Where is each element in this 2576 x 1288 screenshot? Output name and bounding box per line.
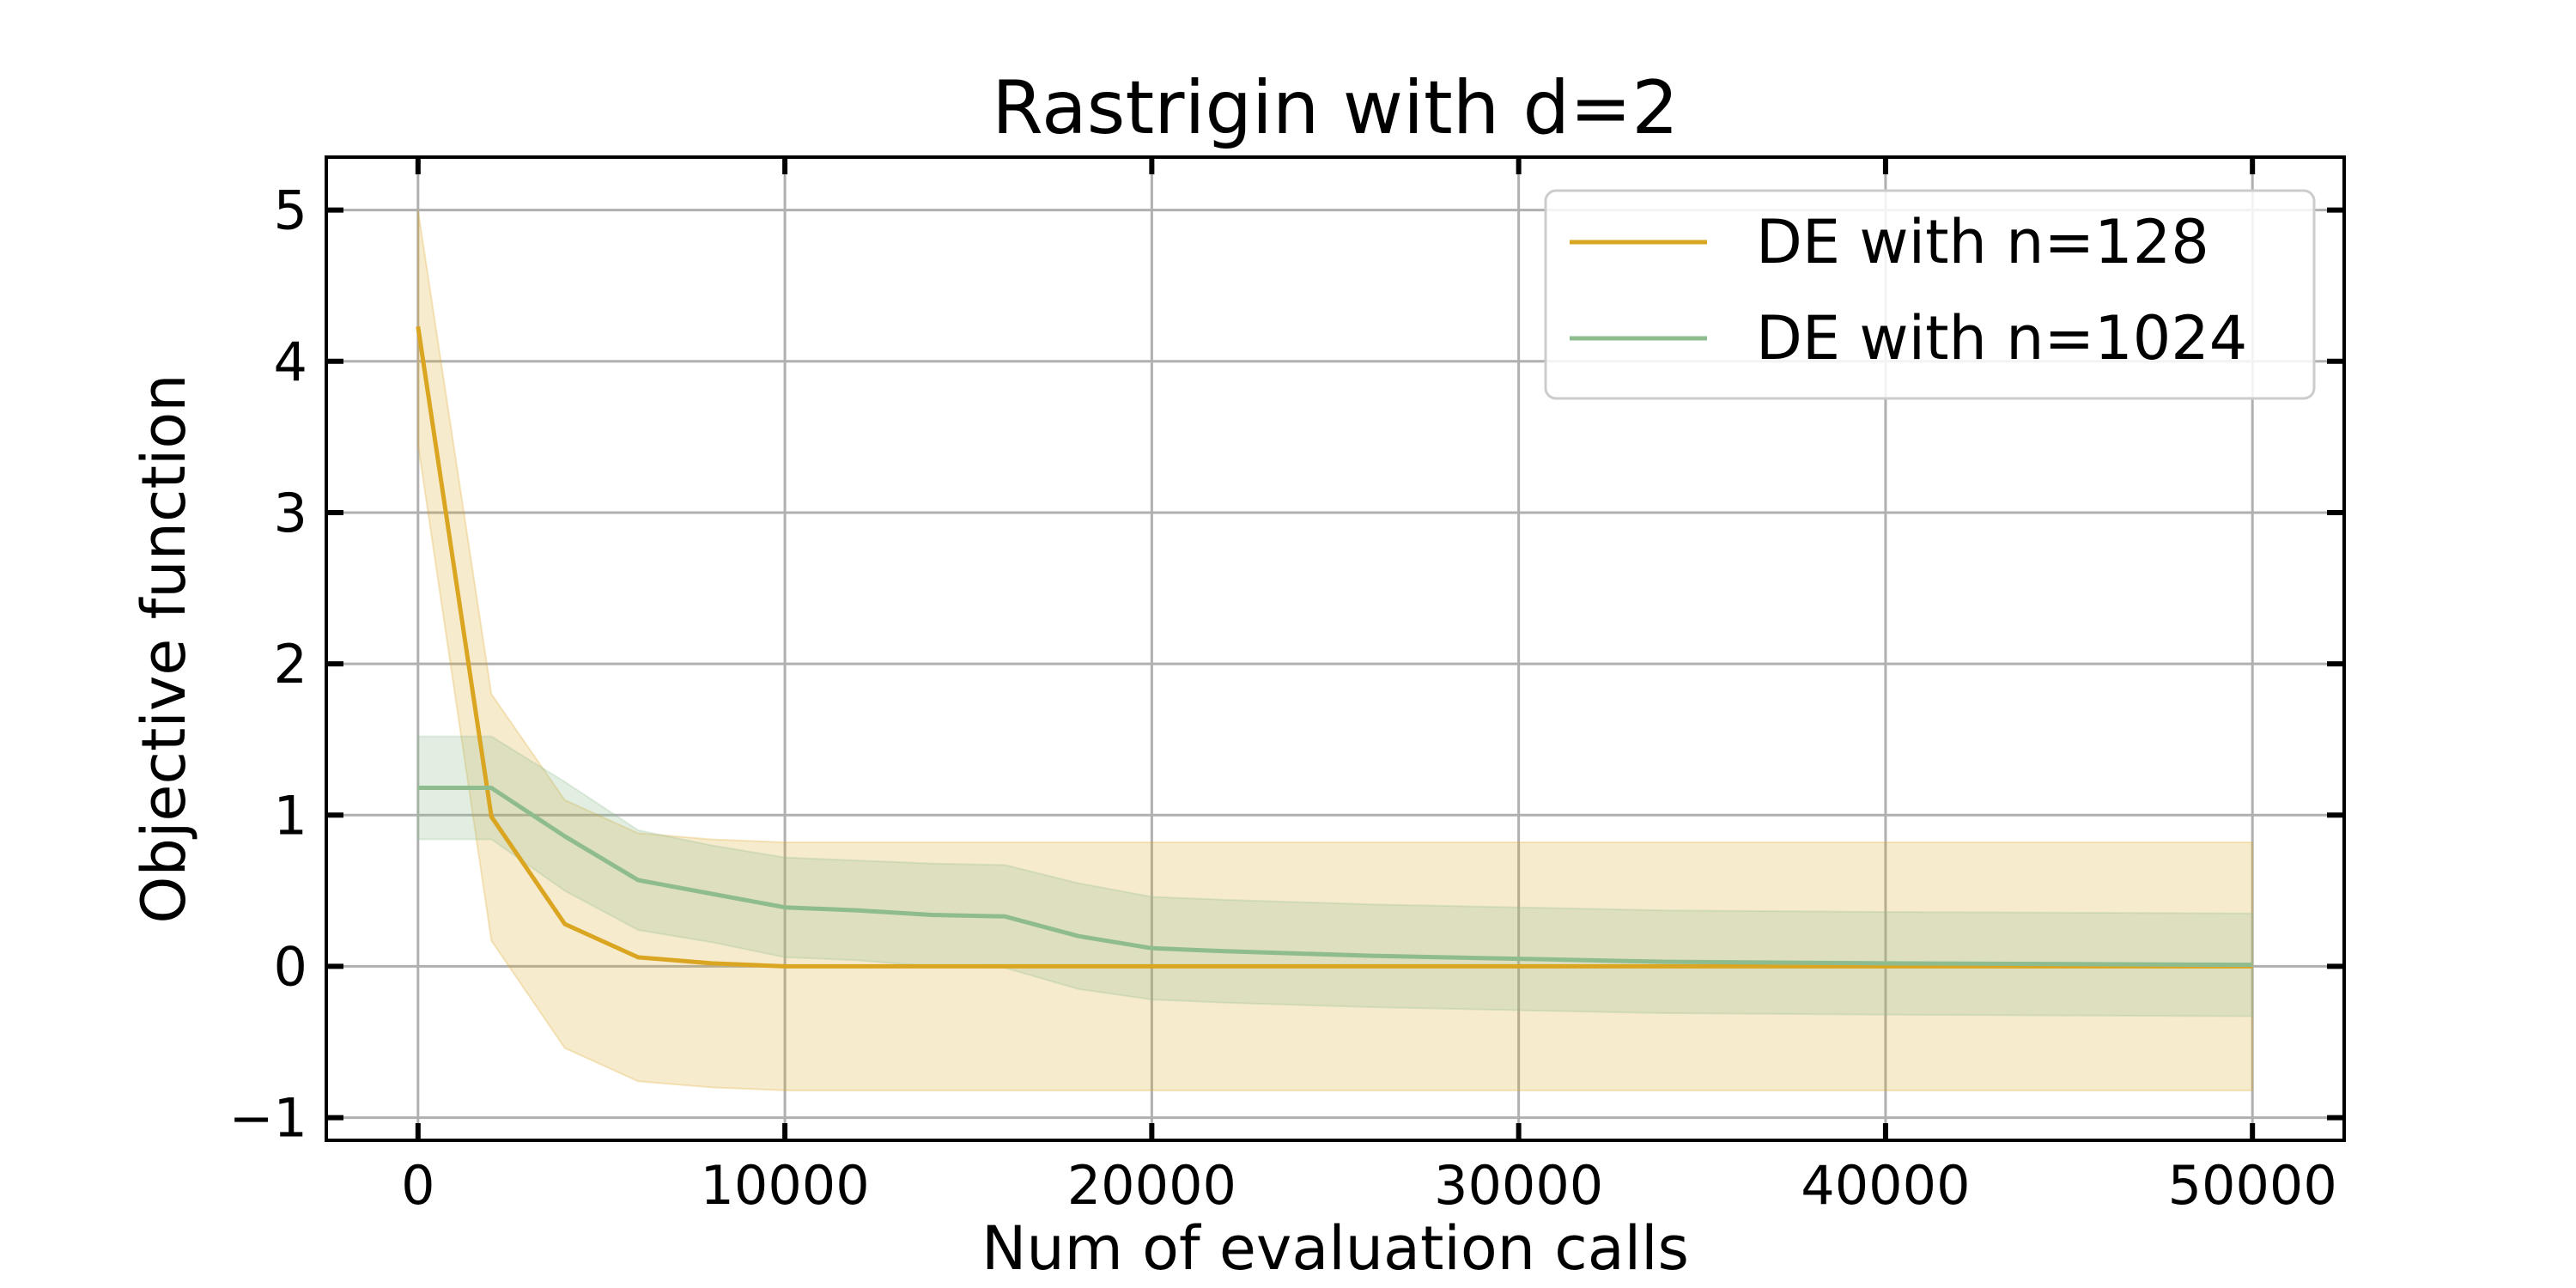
y-tick-label: −1: [229, 1087, 307, 1150]
chart-title: Rastrigin with d=2: [992, 65, 1679, 151]
y-axis-title: Objective function: [129, 374, 199, 923]
x-tick-label: 10000: [700, 1154, 869, 1217]
y-tick-label: 0: [274, 935, 307, 998]
x-tick-label: 20000: [1067, 1154, 1236, 1217]
x-tick-labels: 0 10000 20000 30000 40000 50000: [401, 1154, 2337, 1217]
legend-box: [1544, 189, 2316, 400]
series-lines: [416, 325, 2253, 969]
legend-label-de-n1024: DE with n=1024: [1756, 303, 2247, 374]
x-tick-label: 50000: [2168, 1154, 2337, 1217]
y-tick-label: 4: [274, 331, 307, 393]
x-tick-label: 0: [401, 1154, 434, 1217]
band-series-1: [416, 735, 2254, 1018]
line-series-1: [417, 786, 2253, 968]
x-tick-label: 30000: [1434, 1154, 1603, 1217]
y-tick-label: 3: [274, 482, 307, 544]
legend: DE with n=128 DE with n=1024: [1544, 189, 2316, 400]
x-axis-title: Num of evaluation calls: [981, 1213, 1689, 1284]
y-tick-labels: −1 0 1 2 3 4 5: [229, 179, 307, 1150]
confidence-bands: [416, 210, 2254, 1091]
y-tick-label: 1: [274, 784, 307, 847]
legend-label-de-n128: DE with n=128: [1756, 207, 2209, 277]
y-tick-label: 5: [274, 179, 307, 242]
line-series-0: [416, 325, 2253, 969]
x-tick-label: 40000: [1801, 1154, 1970, 1217]
plot-frame: [325, 155, 2346, 1142]
tick-marks: [326, 157, 2344, 1140]
band-series-0: [416, 210, 2254, 1091]
y-tick-label: 2: [274, 633, 307, 696]
